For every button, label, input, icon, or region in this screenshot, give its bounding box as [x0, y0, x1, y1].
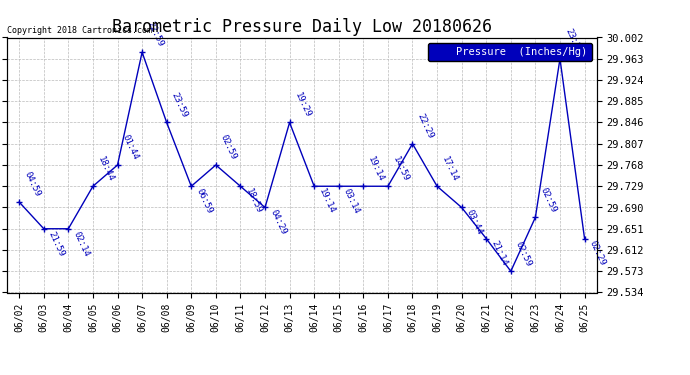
Text: 22:59: 22:59 — [146, 21, 165, 49]
Text: 19:29: 19:29 — [293, 91, 313, 119]
Text: 23:59: 23:59 — [170, 91, 189, 119]
Text: 02:59: 02:59 — [539, 186, 558, 214]
Text: 14:59: 14:59 — [391, 154, 411, 183]
Text: Copyright 2018 Cartronics.com: Copyright 2018 Cartronics.com — [7, 26, 152, 35]
Legend: Pressure  (Inches/Hg): Pressure (Inches/Hg) — [428, 43, 591, 61]
Text: 03:14: 03:14 — [342, 187, 362, 215]
Text: 21:14: 21:14 — [489, 240, 509, 268]
Text: 06:59: 06:59 — [195, 187, 214, 215]
Text: 19:14: 19:14 — [366, 154, 386, 183]
Text: 19:14: 19:14 — [317, 187, 337, 215]
Text: 02:59: 02:59 — [219, 133, 239, 162]
Text: 18:59: 18:59 — [244, 187, 263, 215]
Text: 23:27: 23:27 — [563, 27, 582, 55]
Text: 02:59: 02:59 — [514, 240, 533, 268]
Text: 02:14: 02:14 — [72, 230, 91, 258]
Text: 22:29: 22:29 — [415, 112, 435, 140]
Text: 21:59: 21:59 — [47, 230, 66, 258]
Text: 04:29: 04:29 — [268, 209, 288, 237]
Title: Barometric Pressure Daily Low 20180626: Barometric Pressure Daily Low 20180626 — [112, 18, 492, 36]
Text: 18:44: 18:44 — [96, 154, 116, 183]
Text: 17:14: 17:14 — [440, 154, 460, 183]
Text: 01:44: 01:44 — [121, 133, 140, 162]
Text: 04:59: 04:59 — [22, 170, 42, 198]
Text: 03:44: 03:44 — [465, 209, 484, 237]
Text: 02:29: 02:29 — [588, 240, 607, 268]
